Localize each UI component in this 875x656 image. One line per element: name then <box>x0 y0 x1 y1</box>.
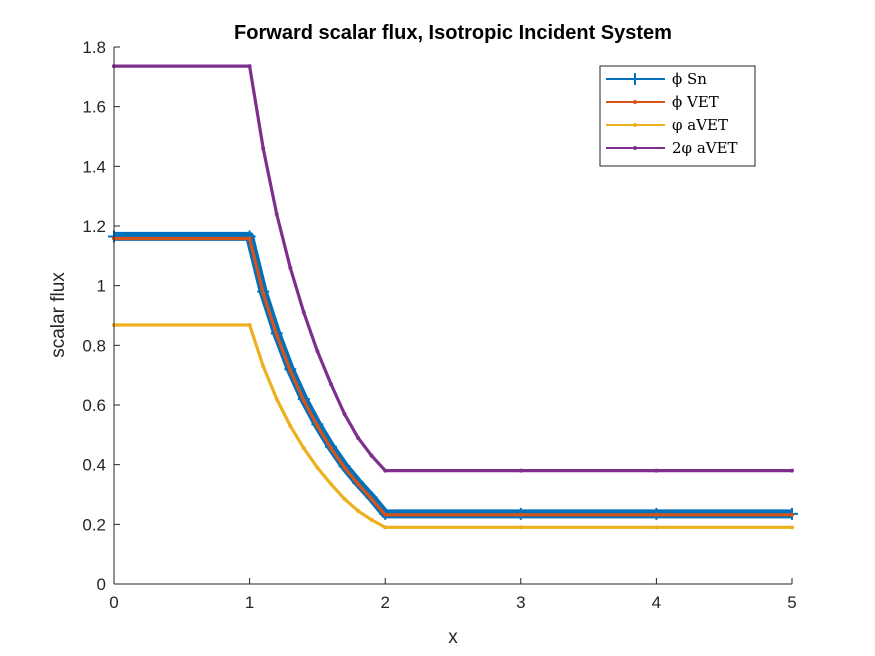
data-point <box>274 332 279 337</box>
data-point <box>301 446 306 451</box>
x-tick-label: 2 <box>380 593 389 612</box>
data-point <box>261 291 266 296</box>
data-point <box>261 364 266 369</box>
y-tick-label: 0.4 <box>82 456 106 475</box>
data-point <box>790 468 794 473</box>
data-point <box>654 468 659 473</box>
x-tick-label: 3 <box>516 593 525 612</box>
y-tick-label: 0.2 <box>82 515 106 534</box>
x-tick-label: 1 <box>245 593 254 612</box>
data-point <box>356 508 361 513</box>
x-tick-label: 4 <box>652 593 661 612</box>
data-point <box>247 64 252 69</box>
data-point <box>261 146 266 151</box>
data-point <box>790 525 794 530</box>
data-point <box>247 236 252 241</box>
y-tick-label: 0.8 <box>82 336 106 355</box>
data-point <box>518 512 523 517</box>
data-point <box>288 368 293 373</box>
data-point <box>328 382 333 387</box>
data-point <box>356 435 361 440</box>
data-point <box>315 465 320 470</box>
legend-item: 2φ aVET <box>606 139 738 157</box>
legend-label: ϕ Sn <box>672 70 707 88</box>
series-4 <box>112 64 794 473</box>
data-point <box>288 265 293 270</box>
data-point <box>518 525 523 530</box>
series-2 <box>112 236 794 517</box>
series-3 <box>112 323 794 530</box>
y-tick-label: 1.8 <box>82 38 106 57</box>
legend-item: ϕ VET <box>606 93 719 111</box>
data-point <box>328 482 333 487</box>
data-point <box>328 446 333 451</box>
data-point <box>383 512 388 517</box>
data-point <box>342 465 347 470</box>
x-axis-label: x <box>448 627 458 648</box>
data-point <box>274 397 279 402</box>
data-point <box>369 453 374 458</box>
legend-label: φ aVET <box>672 116 728 134</box>
y-axis-label: scalar flux <box>48 272 69 358</box>
x-tick-label: 5 <box>787 593 796 612</box>
y-tick-label: 1.2 <box>82 217 106 236</box>
data-point <box>356 482 361 487</box>
legend-label: ϕ VET <box>672 93 719 111</box>
data-point <box>301 398 306 403</box>
data-point <box>383 468 388 473</box>
legend: ϕ Sn ϕ VET φ aVET 2φ aVET <box>599 65 756 167</box>
legend-item: φ aVET <box>606 116 728 134</box>
data-point <box>383 525 388 530</box>
y-tick-label: 1.6 <box>82 98 106 117</box>
data-point <box>369 496 374 501</box>
data-point <box>288 423 293 428</box>
y-tick-label: 0.6 <box>82 396 106 415</box>
data-point <box>274 212 279 217</box>
legend-marker <box>633 100 637 104</box>
y-tick-label: 1 <box>97 277 106 296</box>
y-tick-label: 1.4 <box>82 157 106 176</box>
x-tick-label: 0 <box>109 593 118 612</box>
legend-label: 2φ aVET <box>672 139 738 157</box>
data-point <box>369 517 374 522</box>
data-point <box>790 512 794 517</box>
data-point <box>301 310 306 315</box>
legend-marker <box>633 146 637 150</box>
data-point <box>518 468 523 473</box>
data-point <box>315 423 320 428</box>
legend-item: ϕ Sn <box>606 70 707 88</box>
data-point <box>247 323 252 328</box>
legend-marker <box>629 73 641 85</box>
data-point <box>315 349 320 354</box>
legend-marker <box>633 123 637 127</box>
data-point <box>654 525 659 530</box>
y-tick-label: 0 <box>97 575 106 594</box>
data-point <box>342 411 347 416</box>
data-point <box>342 496 347 501</box>
chart-title: Forward scalar flux, Isotropic Incident … <box>234 22 672 44</box>
legend-box <box>599 65 756 167</box>
data-point <box>654 512 659 517</box>
